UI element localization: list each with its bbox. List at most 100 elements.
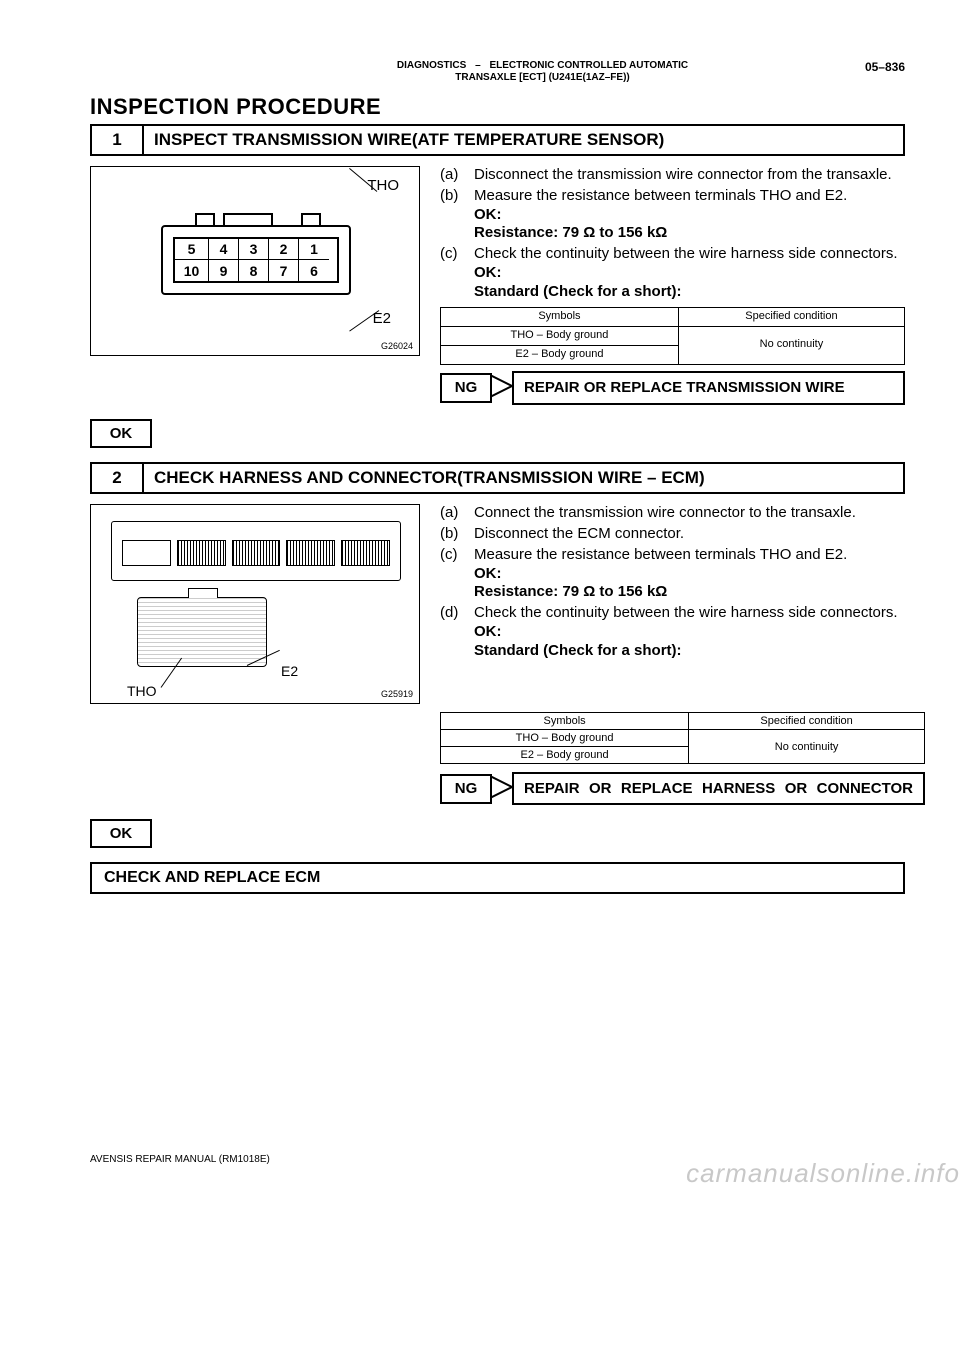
instr-key: (b) xyxy=(440,187,474,243)
td-symbol: THO – Body ground xyxy=(441,327,679,346)
instr-b: (b) Measure the resistance between termi… xyxy=(440,187,905,243)
fig1-label-tho: THO xyxy=(367,177,399,194)
instr-text: Measure the resistance between terminals… xyxy=(474,546,905,602)
ng-arrow: NG xyxy=(440,772,512,805)
page-number: 05–836 xyxy=(815,60,905,74)
th-condition: Specified condition xyxy=(689,713,925,730)
fig2-label-tho: THO xyxy=(127,683,157,699)
watermark: carmanualsonline.info xyxy=(686,1158,960,1189)
instr-text: Check the continuity between the wire ha… xyxy=(474,604,905,660)
pin: 6 xyxy=(299,260,329,281)
pin: 5 xyxy=(175,239,209,260)
step1-figure: THO 5 4 3 2 1 10 9 8 7 6 xyxy=(90,166,420,356)
instr-key: (a) xyxy=(440,166,474,185)
th-symbols: Symbols xyxy=(441,713,689,730)
fig1-tab xyxy=(223,213,273,225)
step2-content: E2 THO G25919 (a) Connect the transmissi… xyxy=(90,504,905,704)
header-center: DIAGNOSTICS – ELECTRONIC CONTROLLED AUTO… xyxy=(90,60,815,84)
instr-c-text: Measure the resistance between terminals… xyxy=(474,546,847,563)
th-condition: Specified condition xyxy=(678,308,904,327)
slot xyxy=(232,540,281,566)
pin: 4 xyxy=(209,239,239,260)
step2-title: CHECK HARNESS AND CONNECTOR(TRANSMISSION… xyxy=(144,464,903,492)
fig1-tab xyxy=(195,213,215,225)
fig1-tab xyxy=(301,213,321,225)
pin: 10 xyxy=(175,260,209,281)
pin: 9 xyxy=(209,260,239,281)
slot xyxy=(122,540,171,566)
fig2-ecm-connector xyxy=(111,521,401,581)
instr-c: (c) Check the continuity between the wir… xyxy=(440,245,905,301)
slot xyxy=(177,540,226,566)
ng-action: REPAIR OR REPLACE HARNESS OR CONNECTOR xyxy=(512,772,925,805)
arrow-icon xyxy=(490,776,516,802)
instr-text: Disconnect the transmission wire connect… xyxy=(474,166,905,185)
instr-d-text: Check the continuity between the wire ha… xyxy=(474,604,898,621)
step1-number: 1 xyxy=(92,126,144,154)
instr-key: (a) xyxy=(440,504,474,523)
slot xyxy=(286,540,335,566)
fig2-sub-tab xyxy=(188,588,218,598)
step2-bar: 2 CHECK HARNESS AND CONNECTOR(TRANSMISSI… xyxy=(90,462,905,494)
fig2-ecm-slots xyxy=(122,540,390,566)
instr-key: (d) xyxy=(440,604,474,660)
fig2-label-e2: E2 xyxy=(281,663,298,679)
pin: 2 xyxy=(269,239,299,260)
header-section-right-1: ELECTRONIC CONTROLLED AUTOMATIC xyxy=(489,60,688,71)
ng-arrow: NG xyxy=(440,371,512,406)
td-condition: No continuity xyxy=(678,327,904,365)
td-condition: No continuity xyxy=(689,730,925,764)
pin: 8 xyxy=(239,260,269,281)
step2-instructions: (a) Connect the transmission wire connec… xyxy=(440,504,905,662)
instr-b-text: Measure the resistance between terminals… xyxy=(474,187,847,204)
instr-spec: Resistance: 79 Ω to 156 kΩ xyxy=(474,224,667,241)
ng-label: NG xyxy=(440,373,492,403)
step1-bar: 1 INSPECT TRANSMISSION WIRE(ATF TEMPERAT… xyxy=(90,124,905,156)
fig1-connector: 5 4 3 2 1 10 9 8 7 6 xyxy=(161,225,351,295)
instr-spec: Standard (Check for a short): xyxy=(474,283,682,300)
header-section-right-2: TRANSAXLE [ECT] (U241E(1AZ–FE)) xyxy=(455,72,629,83)
instr-key: (c) xyxy=(440,245,474,301)
instr-text: Connect the transmission wire connector … xyxy=(474,504,905,523)
table-row: Symbols Specified condition xyxy=(441,308,905,327)
fig2-sub-connector xyxy=(137,597,267,667)
step2-ok: OK xyxy=(90,819,152,848)
step2-lower-block: Symbols Specified condition THO – Body g… xyxy=(440,712,905,805)
instr-ok: OK: xyxy=(474,264,502,281)
instr-text: Disconnect the ECM connector. xyxy=(474,525,905,544)
table-row: Symbols Specified condition xyxy=(441,713,925,730)
fig1-label-e2: E2 xyxy=(373,310,391,327)
td-symbol: E2 – Body ground xyxy=(441,747,689,764)
instr-c: (c) Measure the resistance between termi… xyxy=(440,546,905,602)
th-symbols: Symbols xyxy=(441,308,679,327)
fig1-pin-grid: 5 4 3 2 1 10 9 8 7 6 xyxy=(173,237,339,283)
step1-instructions: (a) Disconnect the transmission wire con… xyxy=(440,166,905,405)
step2-spec-table: Symbols Specified condition THO – Body g… xyxy=(440,712,925,764)
instr-a: (a) Connect the transmission wire connec… xyxy=(440,504,905,523)
table-row: THO – Body ground No continuity xyxy=(441,730,925,747)
step2-figure: E2 THO G25919 xyxy=(90,504,420,704)
instr-ok: OK: xyxy=(474,565,502,582)
instr-spec: Resistance: 79 Ω to 156 kΩ xyxy=(474,583,667,600)
instr-c-text: Check the continuity between the wire ha… xyxy=(474,245,898,262)
instr-b: (b) Disconnect the ECM connector. xyxy=(440,525,905,544)
pin: 7 xyxy=(269,260,299,281)
instr-ok: OK: xyxy=(474,206,502,223)
instr-ok: OK: xyxy=(474,623,502,640)
step2-number: 2 xyxy=(92,464,144,492)
instr-text: Measure the resistance between terminals… xyxy=(474,187,905,243)
step1-ng-row: NG REPAIR OR REPLACE TRANSMISSION WIRE xyxy=(440,371,905,406)
td-symbol: E2 – Body ground xyxy=(441,345,679,364)
ng-label: NG xyxy=(440,774,492,804)
instr-d: (d) Check the continuity between the wir… xyxy=(440,604,905,660)
instr-key: (c) xyxy=(440,546,474,602)
slot xyxy=(341,540,390,566)
header-dash: – xyxy=(469,60,487,71)
ng-action: REPAIR OR REPLACE TRANSMISSION WIRE xyxy=(512,371,905,406)
table-row: THO – Body ground No continuity xyxy=(441,327,905,346)
pin: 3 xyxy=(239,239,269,260)
arrow-icon xyxy=(490,375,516,401)
instr-a: (a) Disconnect the transmission wire con… xyxy=(440,166,905,185)
fig1-code: G26024 xyxy=(381,341,413,351)
fig2-code: G25919 xyxy=(381,689,413,699)
